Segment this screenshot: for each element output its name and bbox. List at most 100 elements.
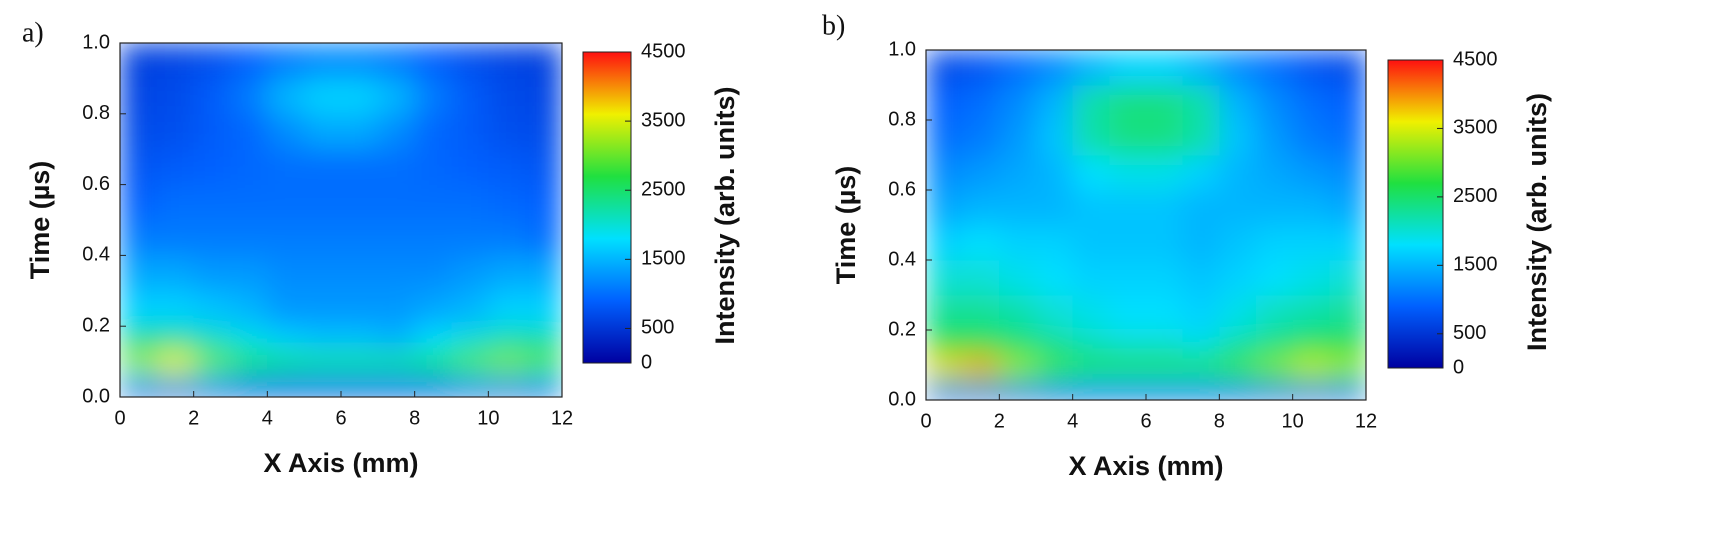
heatmap-cell [1109, 225, 1147, 261]
heatmap-cell [1329, 85, 1366, 121]
heatmap-cell [341, 290, 379, 327]
heatmap-cell [156, 184, 195, 221]
heatmap-cell [1182, 260, 1220, 296]
colorbar-title: Intensity (arb. units) [1522, 93, 1552, 351]
heatmap-cell [341, 350, 379, 373]
heatmap-cell [230, 149, 268, 186]
heatmap-cell [1292, 354, 1330, 376]
heatmap-cell [341, 78, 379, 115]
heatmap-cell [962, 85, 1000, 121]
heatmap-cell [488, 372, 526, 384]
heatmap-cell [1036, 330, 1074, 355]
colorbar-tick-label: 4500 [641, 40, 686, 62]
heatmap-cell [377, 382, 416, 397]
heatmap-cell [926, 120, 964, 156]
heatmap-cell [525, 43, 562, 79]
heatmap-cell [1182, 120, 1220, 156]
heatmap-cell [193, 78, 231, 115]
heatmap-cell [1256, 354, 1294, 376]
heatmap-cell [414, 184, 452, 221]
panel-label: a) [22, 17, 44, 48]
heatmap-cell [1219, 85, 1257, 121]
colorbar-tick-label: 1500 [1453, 254, 1498, 276]
heatmap-cell [1109, 85, 1147, 121]
heatmap-cell [999, 225, 1037, 261]
heatmap-cell [304, 382, 342, 397]
heatmap-cell [962, 50, 1000, 86]
heatmap-cell [999, 330, 1037, 355]
heatmap-cell [488, 184, 526, 221]
heatmap-cell [1109, 295, 1147, 331]
heatmap-cell [488, 326, 526, 352]
y-axis-title: Time (µs) [25, 161, 55, 280]
heatmap-cell [525, 113, 562, 150]
heatmap-cell [156, 113, 195, 150]
colorbar-tick-label: 3500 [641, 109, 686, 131]
x-tick-label: 2 [188, 407, 199, 429]
heatmap-cell [304, 350, 342, 373]
heatmap-cell [1292, 190, 1330, 226]
heatmap-cell [1256, 155, 1294, 191]
heatmap-cell [1219, 50, 1257, 86]
heatmap-cell [193, 350, 231, 373]
plot-area [926, 50, 1366, 400]
heatmap-cell [1292, 386, 1330, 400]
heatmap-cell [1256, 295, 1294, 331]
heatmap-cell [1036, 260, 1074, 296]
heatmap-cell [377, 350, 416, 373]
heatmap-cell [1219, 386, 1257, 400]
heatmap-cell [451, 326, 489, 352]
heatmap-cell [1292, 330, 1330, 355]
heatmap-cell [451, 350, 489, 373]
heatmap-cell [1036, 50, 1074, 86]
heatmap-cell [267, 220, 305, 256]
heatmap-cell [156, 290, 195, 327]
heatmap-cell [230, 326, 268, 352]
heatmap-cell [926, 386, 964, 400]
heatmap-cell [156, 149, 195, 186]
heatmap-cell [1329, 50, 1366, 86]
heatmap-cell [962, 190, 1000, 226]
heatmap-cell [1109, 354, 1147, 376]
heatmap-cell [1072, 225, 1110, 261]
heatmap-cell [267, 78, 305, 115]
heatmap-cell [1072, 330, 1110, 355]
heatmap-cell [1329, 190, 1366, 226]
heatmap-cell [267, 290, 305, 327]
heatmap-cell [304, 220, 342, 256]
heatmap-cell [962, 225, 1000, 261]
heatmap-cell [1292, 120, 1330, 156]
heatmap-cell [267, 350, 305, 373]
heatmap-cell [1329, 155, 1366, 191]
heatmap-cell [414, 220, 452, 256]
heatmap-cell [525, 326, 562, 352]
y-tick-label: 0.2 [82, 314, 110, 336]
x-tick-label: 6 [1140, 410, 1151, 432]
heatmap-cell [1182, 330, 1220, 355]
panel-label: b) [822, 10, 845, 41]
colorbar-tick-label: 500 [641, 317, 674, 339]
heatmap-cell [377, 255, 416, 292]
heatmap-cell [525, 382, 562, 397]
heatmap-cell [926, 50, 964, 86]
y-tick-label: 0.8 [888, 108, 916, 130]
heatmap-cell [341, 43, 379, 79]
x-tick-label: 12 [551, 407, 573, 429]
colorbar-tick-label: 3500 [1453, 117, 1498, 139]
heatmap-cell [377, 113, 416, 150]
heatmap-cell [341, 326, 379, 352]
heatmap-cell [1072, 155, 1110, 191]
x-tick-label: 8 [1214, 410, 1225, 432]
heatmap-cell [1219, 190, 1257, 226]
heatmap-cell [1146, 330, 1184, 355]
heatmap-cell [1146, 155, 1184, 191]
heatmap-cell [230, 220, 268, 256]
y-axis-title: Time (µs) [831, 166, 861, 285]
heatmap-cell [1036, 354, 1074, 376]
heatmap-cell [926, 190, 964, 226]
heatmap-cell [1146, 295, 1184, 331]
heatmap-cell [488, 149, 526, 186]
x-axis-title: X Axis (mm) [263, 448, 418, 478]
heatmap-cell [193, 220, 231, 256]
heatmap-cell [962, 260, 1000, 296]
